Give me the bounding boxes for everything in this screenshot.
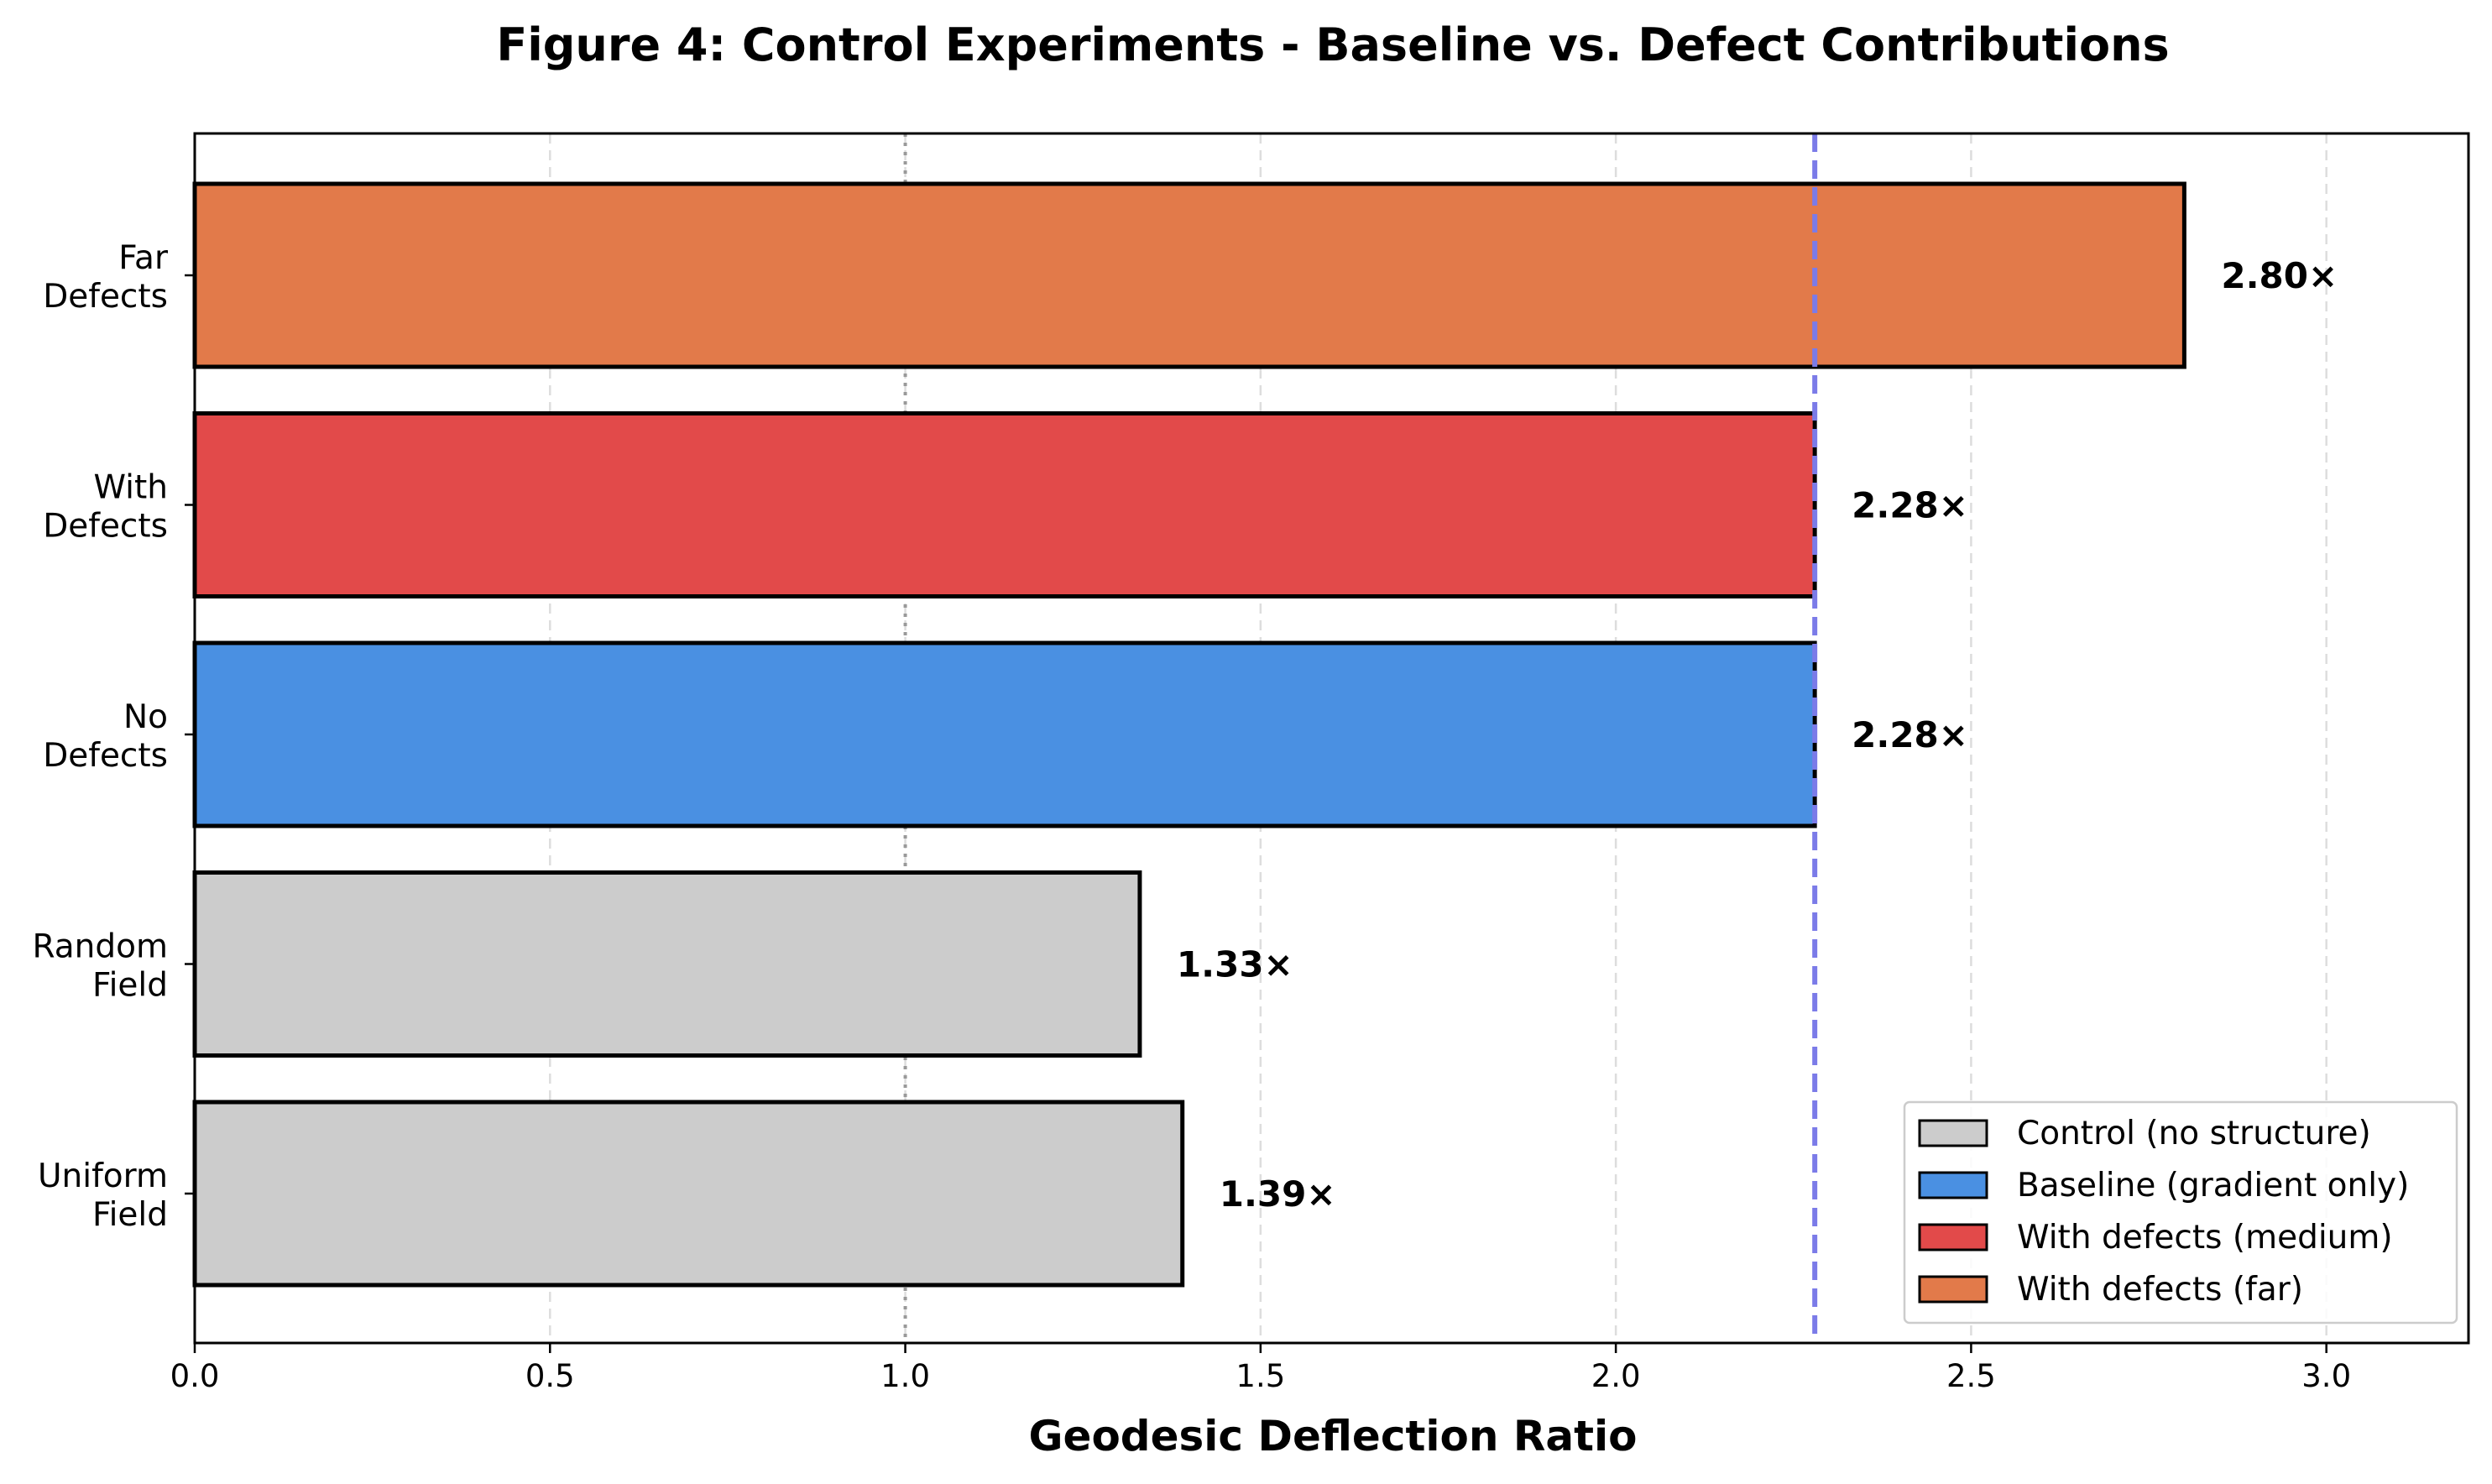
x-tick-label: 3.0 (2301, 1358, 2351, 1394)
y-tick-label: Random Field (33, 928, 168, 1005)
x-tick-label: 1.5 (1236, 1358, 1285, 1394)
y-tick-label: With Defects (43, 469, 168, 546)
y-axis-ticks: Uniform Field Random Field No Defects With Defe… (33, 239, 195, 1234)
bar (192, 640, 1817, 828)
x-tick-label: 2.5 (1946, 1358, 1996, 1394)
data-label: 1.33× (1177, 944, 1293, 985)
x-axis-ticks: 0.0 0.5 1.0 1.5 2.0 2.5 3.0 (170, 1343, 2351, 1394)
legend-swatch (1918, 1223, 1988, 1251)
x-tick-label: 0.0 (170, 1358, 220, 1394)
legend: Control (no structure) Baseline (gradient… (1903, 1100, 2458, 1325)
x-tick-label: 2.0 (1591, 1358, 1641, 1394)
legend-label: With defects (medium) (2017, 1219, 2393, 1257)
y-tick-label: No Defects (43, 698, 168, 775)
x-axis-label: Geodesic Deflection Ratio (1029, 1412, 1638, 1460)
data-label: 2.28× (1852, 714, 1968, 755)
bars (192, 181, 2186, 1288)
x-tick-label: 0.5 (525, 1358, 575, 1394)
chart-title: Figure 4: Control Experiments - Baseline… (496, 18, 2169, 71)
bar (192, 870, 1142, 1058)
data-label: 2.80× (2221, 255, 2338, 296)
x-tick-label: 1.0 (880, 1358, 930, 1394)
data-label: 1.39× (1220, 1173, 1336, 1215)
data-label: 2.28× (1852, 485, 1968, 526)
legend-swatch (1918, 1275, 1988, 1304)
y-tick-label: Uniform Field (38, 1157, 168, 1234)
legend-box (1903, 1100, 2458, 1325)
plot-frame (193, 132, 2470, 1345)
legend-label: Control (no structure) (2017, 1115, 2371, 1152)
legend-label: With defects (far) (2017, 1271, 2303, 1309)
y-tick-label: Far Defects (43, 239, 169, 316)
legend-swatch (1918, 1119, 1988, 1147)
legend-label: Baseline (gradient only) (2017, 1167, 2409, 1204)
bar (192, 1100, 1185, 1288)
data-labels: 1.39× 1.33× 2.28× 2.28× 2.80× (1177, 255, 2338, 1215)
bar (192, 411, 1817, 598)
legend-swatch (1918, 1171, 1988, 1199)
bar (192, 181, 2186, 369)
